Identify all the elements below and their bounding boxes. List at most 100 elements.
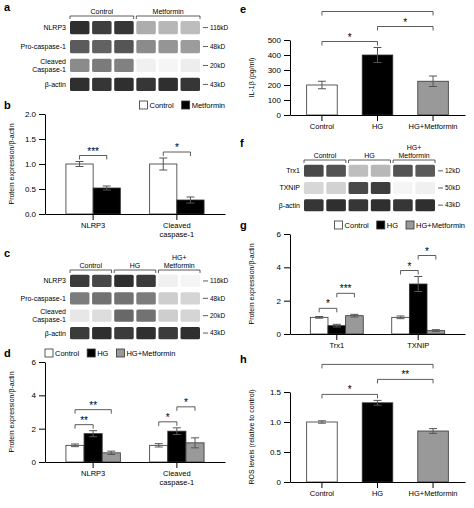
bar bbox=[346, 316, 364, 334]
y-tick-line bbox=[284, 100, 290, 101]
blot-band bbox=[114, 21, 133, 34]
x-tick-line bbox=[433, 482, 434, 488]
blot-cells bbox=[70, 21, 200, 91]
error-bar bbox=[186, 197, 194, 203]
significance-label: ** bbox=[89, 400, 97, 411]
x-tick: Cleavedcaspase-1 bbox=[160, 462, 195, 487]
bar bbox=[93, 188, 120, 214]
blot-band bbox=[158, 275, 177, 287]
x-tick-label: NLRP3 bbox=[81, 469, 105, 478]
kd-tick bbox=[203, 65, 208, 66]
blot-band bbox=[181, 327, 200, 339]
legend-label: Metformin bbox=[192, 101, 225, 110]
group-label: Metformin bbox=[153, 8, 184, 15]
error-bar bbox=[89, 431, 97, 437]
blot-band bbox=[114, 78, 133, 91]
x-tick-line bbox=[176, 214, 177, 220]
figure-svg: aControlMetforminNLRP3116kDPro-caspase-1… bbox=[0, 0, 474, 508]
y-tick-line bbox=[284, 267, 290, 268]
kd-label: 43kD bbox=[210, 81, 225, 88]
y-tick: 6 bbox=[32, 358, 45, 367]
x-axis: Trx1TXNIP bbox=[291, 334, 466, 350]
x-axis: NLRP3 Cleavedcaspase-1 bbox=[46, 462, 226, 487]
row-label: Pro-caspase-1 bbox=[20, 295, 66, 303]
kd-tick bbox=[438, 205, 443, 206]
blot-band bbox=[114, 327, 133, 339]
y-tick: 4 bbox=[277, 263, 290, 272]
y-tick: 0.0 bbox=[25, 210, 45, 219]
legend-label: Control bbox=[345, 221, 370, 230]
y-axis-line bbox=[290, 393, 291, 483]
y-tick: 0 bbox=[277, 330, 290, 339]
error-bar bbox=[333, 324, 341, 327]
bar bbox=[84, 434, 102, 462]
legend-swatch bbox=[335, 221, 343, 229]
x-tick-label: Control bbox=[310, 122, 335, 131]
significance-label: * bbox=[407, 261, 411, 272]
x-tick-line bbox=[93, 214, 94, 220]
x-tick-label: Control bbox=[310, 489, 335, 498]
x-tick-label: Trx1 bbox=[329, 341, 344, 350]
blot-band bbox=[158, 310, 177, 322]
x-tick-line bbox=[377, 115, 378, 121]
bar bbox=[427, 331, 445, 334]
blot-band bbox=[92, 21, 111, 34]
group-bracket bbox=[304, 160, 346, 163]
x-tick-line bbox=[336, 334, 337, 340]
y-tick: 2 bbox=[32, 425, 45, 434]
bars bbox=[307, 400, 449, 482]
panel-label: e bbox=[240, 3, 246, 15]
x-tick: HG bbox=[372, 115, 383, 131]
blot-band bbox=[92, 59, 111, 72]
blot-band bbox=[181, 21, 200, 34]
error-bar bbox=[350, 314, 358, 317]
error-bar bbox=[432, 330, 440, 332]
legend-label: Control bbox=[149, 101, 174, 110]
bar bbox=[150, 164, 177, 214]
error-bar bbox=[71, 444, 79, 447]
blot-band bbox=[114, 310, 133, 322]
row-label: TXNIP bbox=[279, 184, 300, 191]
legend-label: Control bbox=[55, 349, 80, 358]
y-axis-title: Protein expression/β-actin bbox=[8, 371, 16, 452]
error-bar bbox=[429, 429, 437, 434]
kd-label: 12kD bbox=[445, 167, 460, 174]
blot-panel: fControlHGHG+MetforminTrx112kDTXNIP50kDβ… bbox=[240, 137, 460, 211]
blot-band bbox=[136, 21, 155, 34]
blot-band bbox=[326, 165, 346, 177]
blot-band bbox=[114, 292, 133, 304]
y-axis-line bbox=[290, 235, 291, 335]
y-tick-label: 300 bbox=[268, 66, 282, 75]
y-tick-label: 4 bbox=[277, 263, 282, 272]
y-axis-line bbox=[45, 363, 46, 463]
y-tick-line bbox=[284, 85, 290, 86]
y-tick: 500 bbox=[268, 36, 290, 45]
legend-swatch bbox=[45, 349, 53, 357]
group-bracket bbox=[114, 270, 156, 273]
kd-tick bbox=[203, 46, 208, 47]
x-tick: HG+Metformin bbox=[409, 482, 458, 498]
kd-label: 116kD bbox=[210, 24, 229, 31]
legend-swatch bbox=[139, 101, 147, 109]
blot-band bbox=[158, 21, 177, 34]
y-tick: 1.5 bbox=[25, 135, 45, 144]
row-label: NLRP3 bbox=[43, 24, 66, 31]
blot-panel: aControlMetforminNLRP3116kDPro-caspase-1… bbox=[4, 1, 229, 91]
kd-tick bbox=[203, 298, 208, 299]
y-tick-label: 100 bbox=[268, 96, 282, 105]
y-tick: 200 bbox=[268, 81, 290, 90]
significance-label: * bbox=[166, 412, 170, 423]
blot-band bbox=[393, 199, 413, 211]
legend-swatch bbox=[87, 349, 95, 357]
significance-label: * bbox=[175, 142, 179, 153]
blot-band bbox=[158, 59, 177, 72]
row-label: CleavedCaspase-1 bbox=[32, 308, 66, 324]
y-tick-label: 400 bbox=[268, 51, 282, 60]
blot-band bbox=[70, 21, 89, 34]
blot-band bbox=[92, 327, 111, 339]
y-tick-line bbox=[39, 462, 45, 463]
legend-swatch bbox=[377, 221, 385, 229]
panel-label: f bbox=[240, 137, 244, 149]
blot-band bbox=[136, 275, 155, 287]
y-tick-line bbox=[39, 429, 45, 430]
